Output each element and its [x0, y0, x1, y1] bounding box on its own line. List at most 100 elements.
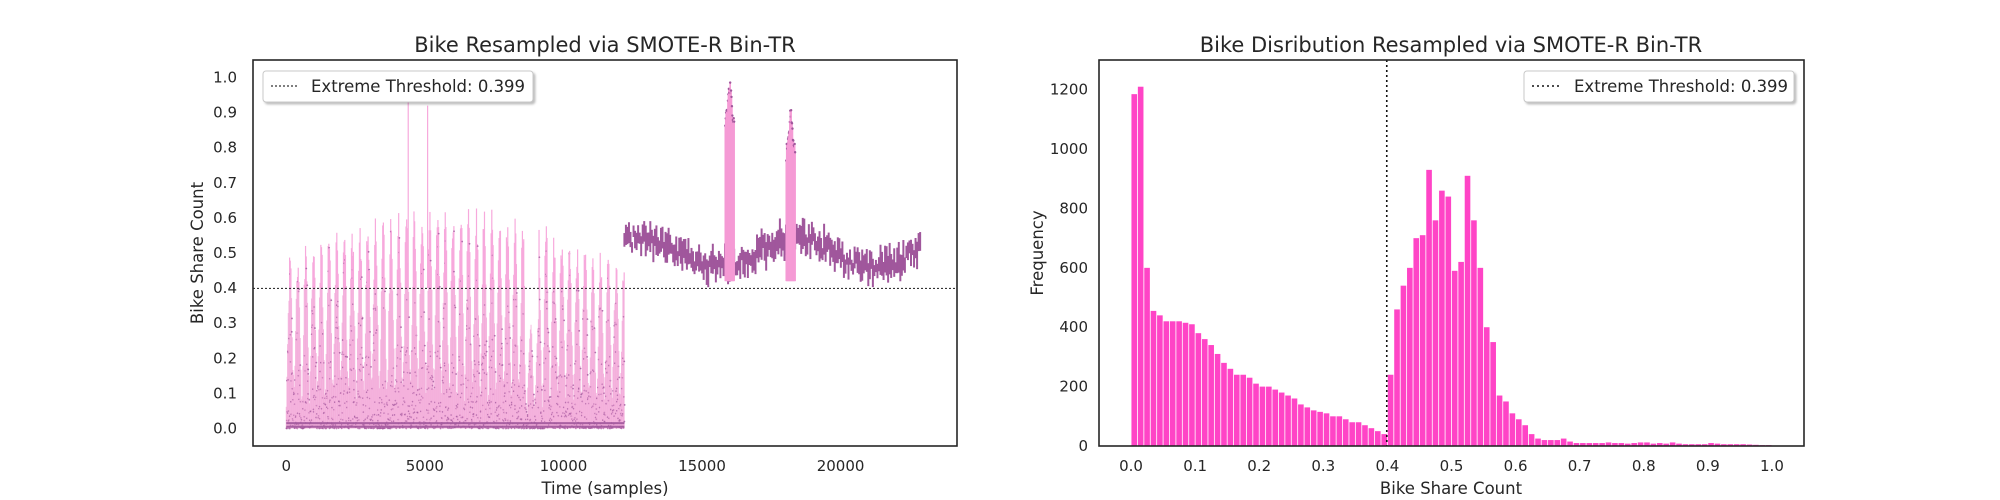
histogram-bar [1701, 444, 1708, 446]
left-y-tick-label: 0.9 [213, 104, 237, 122]
series-point [494, 371, 497, 373]
series-point [623, 360, 626, 363]
series-point [525, 403, 527, 405]
series-point [493, 334, 496, 337]
left-y-axis-label: Bike Share Count [188, 181, 207, 324]
right-chart-title: Bike Disribution Resampled via SMOTE-R B… [1200, 33, 1702, 57]
series-point [532, 393, 535, 396]
series-point [586, 334, 589, 336]
series-point [593, 327, 596, 330]
histogram-bar [1535, 438, 1541, 446]
histogram-bar [1176, 321, 1182, 446]
histogram-bar [1605, 442, 1612, 446]
series-point [370, 365, 372, 368]
histogram-bar [1586, 443, 1593, 446]
histogram-bar [1259, 386, 1266, 446]
histogram-bar [1253, 383, 1259, 446]
histogram-bar [1509, 413, 1516, 446]
series-point [538, 298, 541, 301]
histogram-bar [1169, 321, 1176, 446]
left-y-tick-label: 0.3 [213, 314, 237, 332]
histogram-bar [1157, 315, 1163, 446]
histogram-bar [1208, 345, 1214, 446]
left-y-tick-label: 0.4 [213, 279, 237, 297]
histogram-bar [1471, 220, 1477, 446]
series-point [400, 346, 403, 349]
series-point [501, 364, 504, 366]
histogram-bar [1644, 442, 1650, 446]
histogram-bar [1451, 270, 1458, 446]
series-point [500, 342, 503, 345]
right-x-tick-label: 0.9 [1696, 457, 1720, 475]
histogram-bar [1298, 404, 1304, 446]
series-point [531, 350, 533, 352]
histogram-bar [1490, 342, 1496, 446]
histogram-bar [1689, 444, 1695, 446]
series-point [623, 404, 626, 406]
series-point [623, 420, 626, 423]
series-point [422, 268, 425, 271]
left-y-tick-label: 0.6 [213, 209, 237, 227]
series-point [485, 350, 488, 353]
series-point [423, 344, 426, 347]
series-point [453, 230, 455, 233]
left-legend-box [262, 70, 534, 103]
histogram-bar [1394, 309, 1400, 446]
histogram-bar [1233, 374, 1240, 446]
left-y-tick-label: 0.5 [213, 244, 237, 262]
left-x-tick-label: 20000 [817, 457, 865, 475]
synthetic-spike-point [791, 127, 794, 130]
series-point [555, 357, 558, 360]
series-point [539, 341, 542, 344]
left-x-ticks: 0 5000 10000 15000 20000 [281, 457, 864, 475]
synthetic-spike-point [728, 81, 732, 84]
histogram-bar [1201, 339, 1208, 446]
right-y-tick-label: 0 [1078, 437, 1088, 455]
synthetic-spike-point [730, 95, 733, 99]
histogram-bar [1483, 327, 1490, 446]
left-legend-label: Extreme Threshold: 0.399 [311, 77, 525, 96]
histogram-bar [1355, 422, 1362, 446]
series-point [367, 250, 370, 253]
histogram-bar [1137, 86, 1144, 446]
histogram-bar [1336, 416, 1343, 446]
histogram-bar [1362, 425, 1368, 446]
series-point [525, 410, 528, 413]
left-x-tick-label: 0 [281, 457, 291, 475]
synthetic-spike-point [793, 142, 796, 146]
synthetic-spike-point [729, 89, 733, 92]
histogram-bar [1733, 444, 1740, 446]
series-point [461, 240, 464, 243]
series-point [533, 404, 535, 407]
right-x-ticks: 0.0 0.1 0.2 0.3 0.4 0.5 0.6 0.7 0.8 0.9 1.0 [1119, 457, 1784, 475]
series-point [538, 256, 541, 259]
series-point [578, 329, 581, 332]
histogram-bar [1560, 438, 1567, 446]
histogram-bar [1144, 267, 1150, 446]
left-y-tick-label: 0.1 [213, 384, 237, 402]
series-point [602, 386, 605, 389]
series-point [548, 350, 551, 353]
left-x-axis-label: Time (samples) [540, 479, 668, 498]
histogram-bar [1291, 398, 1298, 446]
right-x-tick-label: 0.2 [1247, 457, 1271, 475]
histogram-bar [1400, 285, 1407, 446]
series-point [438, 285, 441, 288]
histogram-bar [1426, 169, 1432, 446]
histogram-bar [1445, 196, 1452, 446]
histogram-bar [1528, 434, 1535, 446]
left-y-ticks: 0.0 0.1 0.2 0.3 0.4 0.5 0.6 0.7 0.8 0.9 1.0 [213, 69, 237, 438]
right-y-tick-label: 1000 [1050, 140, 1088, 158]
series-point [554, 318, 557, 320]
series-point [547, 331, 550, 334]
right-x-tick-label: 0.5 [1440, 457, 1464, 475]
series-point [306, 284, 309, 287]
synthetic-spike-point [790, 122, 794, 125]
series-point [476, 245, 479, 248]
histogram-bar [1727, 444, 1734, 446]
histogram-bar [1432, 220, 1439, 446]
series-point [432, 380, 435, 383]
series-point [315, 361, 318, 364]
histogram-bar [1515, 419, 1522, 446]
